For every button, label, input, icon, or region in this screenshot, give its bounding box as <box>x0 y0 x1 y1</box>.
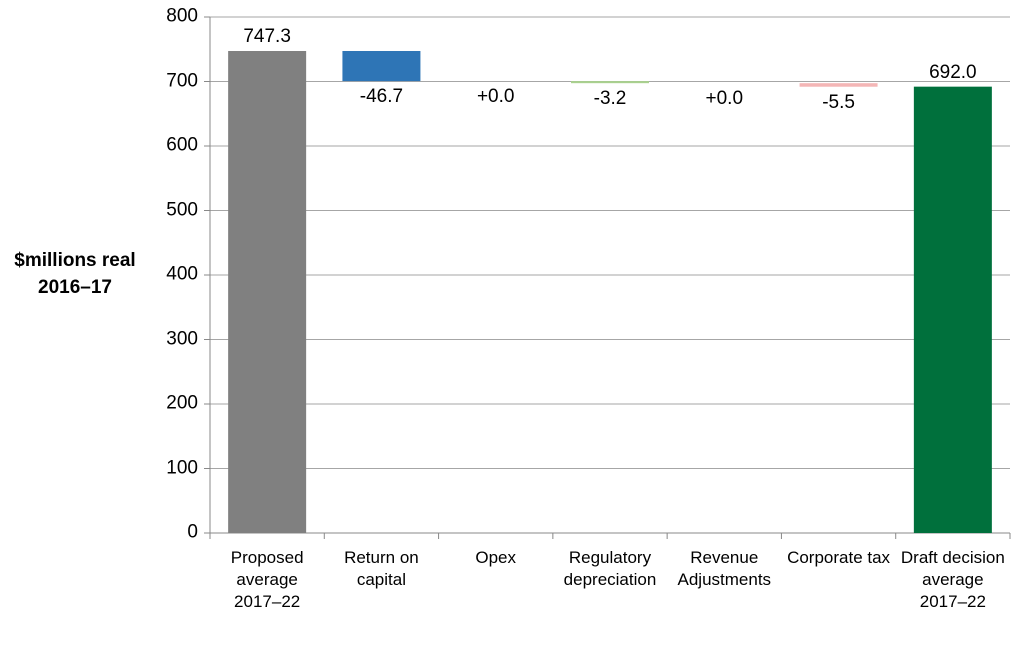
y-tick-label: 200 <box>166 392 198 414</box>
bar <box>799 83 878 87</box>
bar <box>913 86 992 533</box>
x-tick-label: Proposed average 2017–22 <box>230 548 304 612</box>
value-label: +0.0 <box>705 88 744 110</box>
y-tick-label: 300 <box>166 328 198 350</box>
y-tick-label: 400 <box>166 263 198 285</box>
x-tick-label: Return on capital <box>344 548 419 590</box>
value-label: -46.7 <box>359 86 404 108</box>
x-tick-label: Revenue Adjustments <box>677 548 772 590</box>
bar <box>228 50 307 533</box>
value-label: -5.5 <box>822 91 855 113</box>
y-tick-label: 800 <box>166 5 198 27</box>
y-tick-label: 500 <box>166 199 198 221</box>
x-tick-label: Regulatory depreciation <box>563 548 657 590</box>
x-tick-label: Corporate tax <box>787 548 891 567</box>
value-label: 692.0 <box>929 61 977 83</box>
bar <box>342 50 421 82</box>
value-label: -3.2 <box>593 88 627 110</box>
bar <box>571 81 649 84</box>
y-axis-title: $millions real 2016–17 <box>14 250 136 298</box>
y-tick-label: 600 <box>166 134 198 156</box>
x-tick-label: Draft decision average 2017–22 <box>900 548 1005 612</box>
x-tick-label: Opex <box>475 548 517 567</box>
y-tick-label: 0 <box>187 521 198 543</box>
y-tick-label: 700 <box>166 70 198 92</box>
value-label: 747.3 <box>243 25 291 47</box>
y-tick-label: 100 <box>166 457 198 479</box>
value-label: +0.0 <box>476 86 515 108</box>
